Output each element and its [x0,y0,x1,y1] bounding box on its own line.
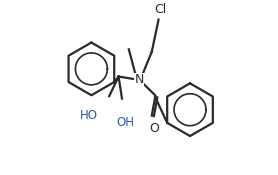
Text: N: N [134,74,144,86]
Text: OH: OH [116,117,134,130]
Text: O: O [149,122,159,135]
Text: HO: HO [80,109,98,122]
Text: Cl: Cl [154,3,166,16]
